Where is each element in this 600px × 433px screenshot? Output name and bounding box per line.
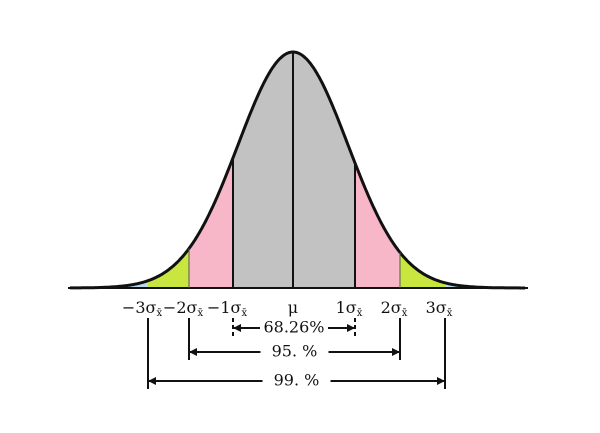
label-main: −3σ [122,298,157,317]
label-sub: x̄ [447,308,453,319]
label-main: 1σ [336,298,357,317]
region [148,248,189,288]
label-sub: x̄ [402,308,408,319]
region [189,157,233,288]
arrowhead [437,377,445,385]
label-sub: x̄ [197,308,203,319]
axis-label: 1σx̄ [336,298,363,319]
arrowhead [189,348,197,356]
arrowhead [233,324,241,332]
label-main: 3σ [426,298,447,317]
interval-label: 99. % [274,371,320,390]
label-main: −1σ [207,298,242,317]
axis-label: 3σx̄ [426,298,453,319]
labels: −3σx̄ −2σx̄ −1σx̄ μ 1σx̄ 2σx̄ 3σx̄68.26%95. %9… [122,298,453,390]
curve [70,50,525,290]
regions [95,52,500,288]
label-main: μ [288,298,298,317]
label-main: 2σ [381,298,402,317]
arrowhead [148,377,156,385]
label-main: −2σ [163,298,198,317]
axis-label: −3σx̄ [122,298,163,319]
axis-label: −2σx̄ [163,298,204,319]
label-sub: x̄ [357,308,363,319]
axis-label: μ [288,298,298,317]
region [400,252,445,288]
label-sub: x̄ [241,308,247,319]
arrowhead [347,324,355,332]
region [95,280,148,288]
axis-label: 2σx̄ [381,298,408,319]
interval-label: 68.26% [263,318,324,337]
lines [68,50,528,389]
axis-label: −1σx̄ [207,298,248,319]
label-sub: x̄ [156,308,162,319]
interval-label: 95. % [272,342,318,361]
arrowhead [392,348,400,356]
